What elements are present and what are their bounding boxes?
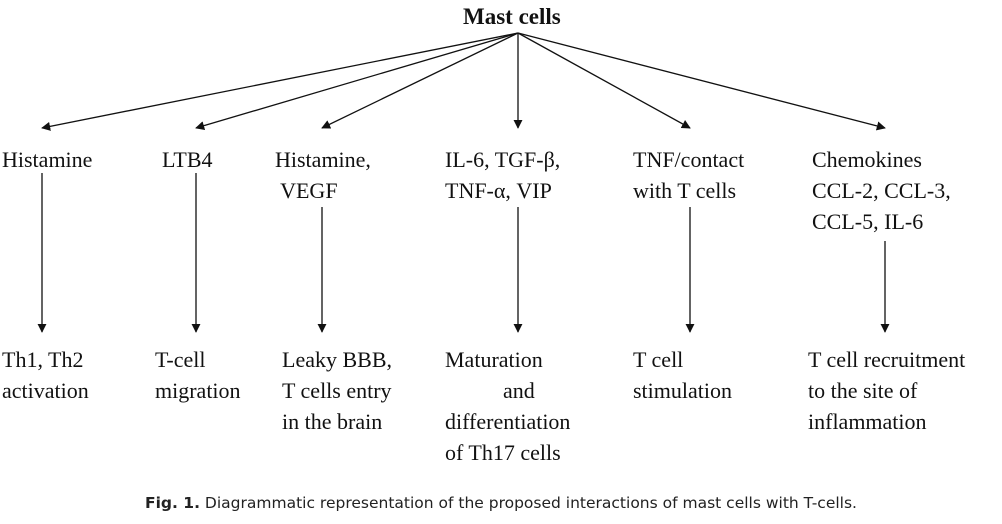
effect-node-4: Maturation and differentiation of Th17 cell… [445, 344, 570, 468]
effect-line: T cell [633, 347, 684, 372]
caption-text: Diagrammatic representation of the propo… [200, 494, 857, 512]
mediator-node-5: TNF/contact with T cells [633, 144, 744, 206]
mediator-line: VEGF [275, 178, 338, 203]
effect-line: inflammation [808, 409, 927, 434]
mediator-line: with T cells [633, 178, 737, 203]
effect-line: activation [2, 378, 89, 403]
effect-line: T cells entry [282, 378, 392, 403]
root-node-mast-cells: Mast cells [463, 4, 561, 29]
effect-node-5: T cell stimulation [633, 344, 732, 406]
effect-line: to the site of [808, 378, 918, 403]
mediator-line: CCL-2, CCL-3, [812, 178, 951, 203]
mediator-line: CCL-5, IL-6 [812, 209, 924, 234]
mediator-line: LTB4 [162, 147, 213, 172]
mediator-node-6: Chemokines CCL-2, CCL-3, CCL-5, IL-6 [812, 144, 951, 237]
effect-line: and [503, 378, 535, 403]
effect-line: migration [155, 378, 241, 403]
arrow-root-to-mediator-1 [41, 32, 519, 131]
caption-label: Fig. 1. [145, 494, 200, 512]
effect-node-6: T cell recruitment to the site of inflamma… [808, 344, 965, 437]
effect-line: Th1, Th2 [2, 347, 84, 372]
mediator-node-3: Histamine, VEGF [275, 144, 371, 206]
mediator-line: TNF-α, VIP [445, 178, 552, 203]
effect-line: Maturation [445, 347, 543, 372]
effect-line: in the brain [282, 409, 383, 434]
mediator-line: Histamine [2, 147, 93, 172]
mediator-line: Chemokines [812, 147, 922, 172]
mediator-line: IL-6, TGF-β, [445, 147, 561, 172]
arrow-root-to-mediator-2 [195, 32, 519, 131]
mediator-node-2: LTB4 [162, 144, 213, 175]
effect-line: of Th17 cells [445, 440, 561, 465]
mediator-node-4: IL-6, TGF-β, TNF-α, VIP [445, 144, 560, 206]
effect-node-3: Leaky BBB, T cells entry in the brain [282, 344, 392, 437]
effect-line: Leaky BBB, [282, 347, 392, 372]
effect-line: differentiation [445, 409, 571, 434]
effect-line: T cell recruitment [808, 347, 966, 372]
effect-line: stimulation [633, 378, 732, 403]
effect-line: T-cell [155, 347, 206, 372]
mediator-node-1: Histamine [2, 144, 92, 175]
figure-caption: Fig. 1. Diagrammatic representation of t… [0, 494, 1002, 512]
effect-node-1: Th1, Th2 activation [2, 344, 89, 406]
arrow-root-to-mediator-6 [517, 32, 886, 131]
mediator-line: TNF/contact [633, 147, 745, 172]
arrow-root-to-mediator-5 [517, 32, 691, 129]
effect-node-2: T-cell migration [155, 344, 241, 406]
arrow-root-to-mediator-3 [321, 32, 519, 129]
mediator-line: Histamine, [275, 147, 371, 172]
